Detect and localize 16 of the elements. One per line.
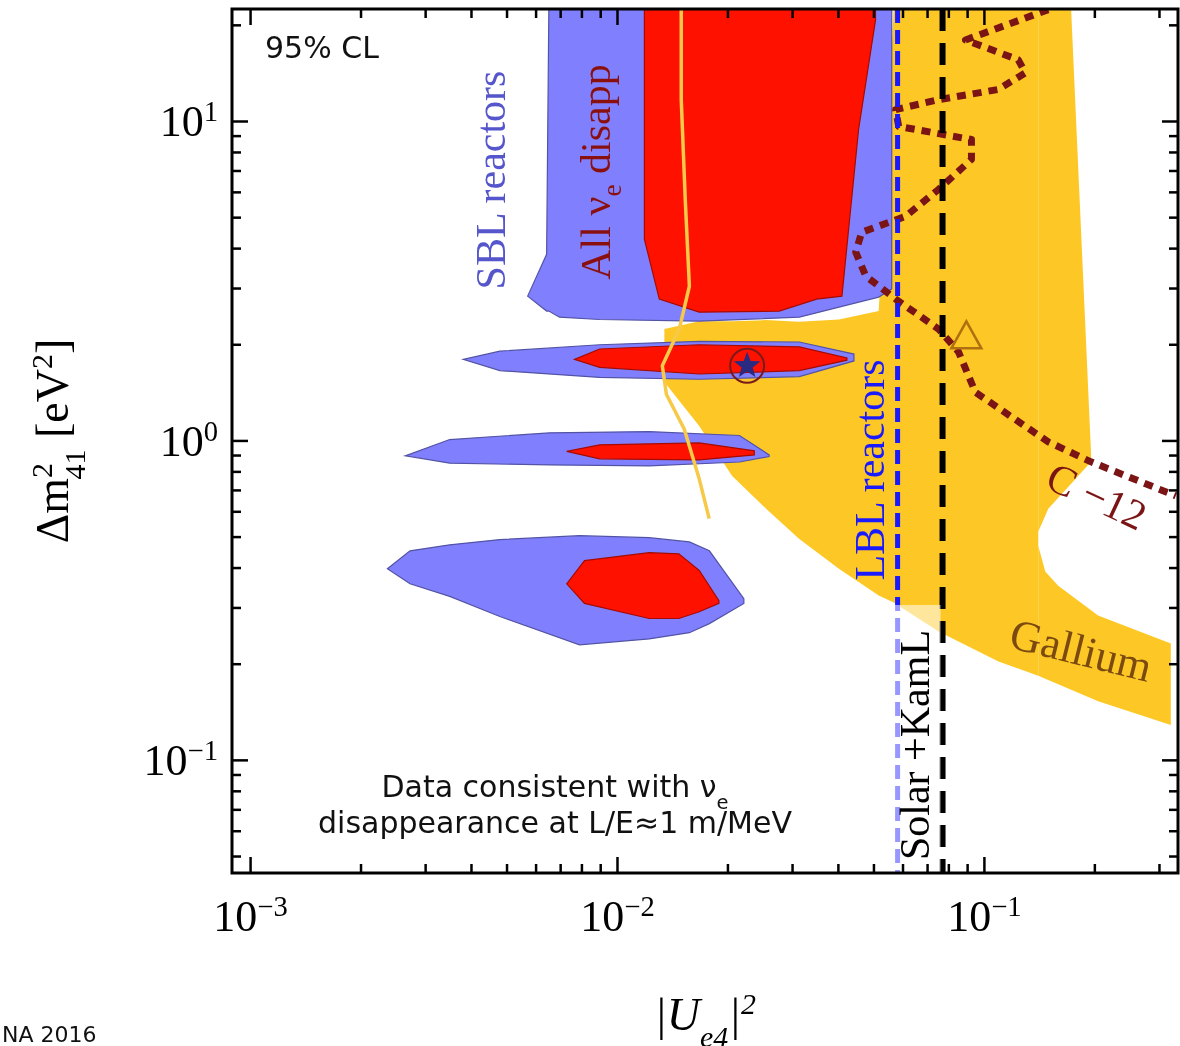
annotation: Data consistent with ν$_{e}$ disappearance at L/E≈1 m/MeV	[318, 769, 793, 840]
y-tick-label: 10$^{−1}$	[143, 734, 218, 786]
annotation: C −12	[1039, 453, 1154, 539]
annotation: SBL reactors	[467, 70, 514, 290]
y-tick-label: 10$^{1}$	[159, 96, 218, 147]
y-tick-label: 10$^{0}$	[159, 415, 218, 466]
line-series	[660, 9, 711, 521]
annotation: Gallium	[1005, 609, 1157, 692]
x-tick-label: 10$^{−3}$	[213, 890, 288, 941]
x-tick-label: 10$^{−1}$	[947, 890, 1022, 941]
annotation: 95% CL	[265, 30, 380, 65]
x-axis-title: |U$_{e4}$|$^{2}$	[654, 986, 756, 1046]
ref-line-label: LBL reactors	[846, 359, 893, 581]
x-tick-label: 10$^{−2}$	[580, 890, 655, 941]
text: NA 2016	[2, 1022, 97, 1046]
ref-line-label: Solar +KamL	[891, 629, 938, 861]
